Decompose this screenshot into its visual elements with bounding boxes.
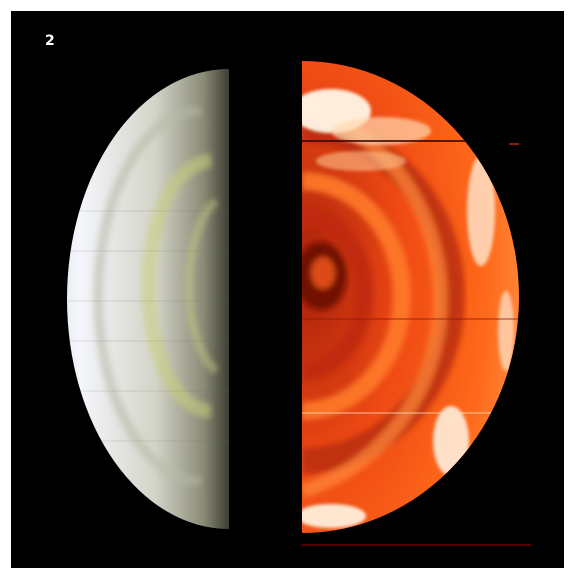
left-visible-half — [67, 69, 229, 529]
right-infrared-half — [302, 61, 519, 533]
image-frame: 2 — [11, 11, 564, 568]
planet-image — [67, 61, 531, 546]
panel-label: 2 — [45, 33, 55, 49]
